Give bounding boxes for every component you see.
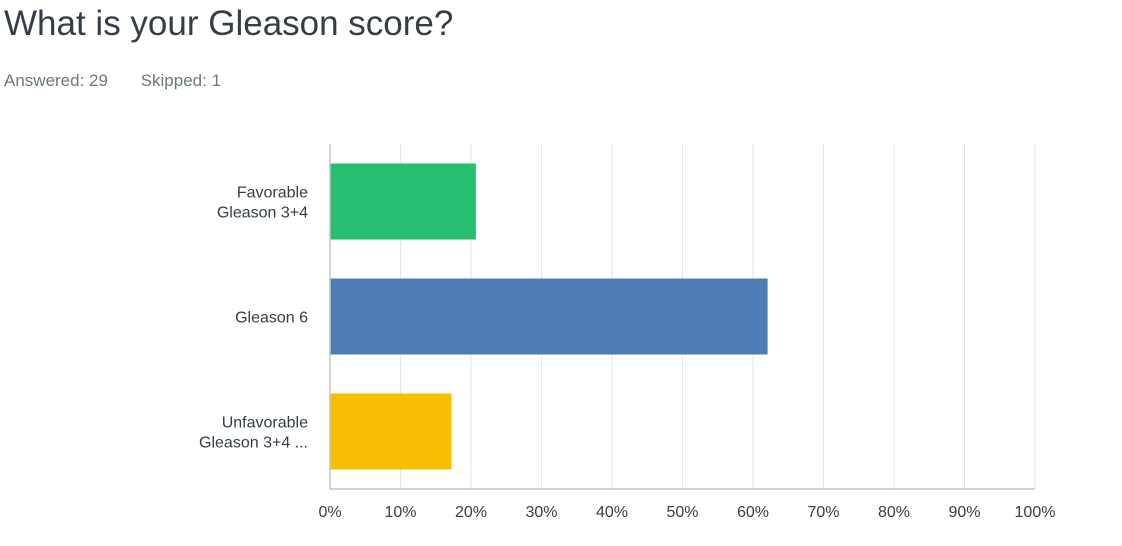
category-label-1: Gleason 6 bbox=[235, 310, 308, 327]
tick-label-70: 70% bbox=[807, 504, 839, 521]
answered-count: Answered: 29 bbox=[4, 71, 108, 90]
category-label-2: Unfavorable Gleason 3+4 ... bbox=[199, 415, 308, 452]
axes bbox=[329, 144, 1035, 490]
tick-label-100: 100% bbox=[1015, 504, 1056, 521]
question-title: What is your Gleason score? bbox=[4, 4, 454, 43]
category-label-0: Favorable Gleason 3+4 bbox=[217, 185, 308, 222]
tick-label-40: 40% bbox=[596, 504, 628, 521]
tick-label-80: 80% bbox=[878, 504, 910, 521]
tick-label-50: 50% bbox=[666, 504, 698, 521]
response-stats: Answered: 29 Skipped: 1 bbox=[4, 71, 221, 91]
bar-0[interactable] bbox=[330, 163, 476, 240]
tick-labels: 0% 10% 20% 30% 40% 50% 60% 70% 80% 90% 100% bbox=[318, 504, 1055, 521]
tick-label-60: 60% bbox=[737, 504, 769, 521]
skipped-count: Skipped: 1 bbox=[140, 71, 222, 90]
bar-1[interactable] bbox=[330, 278, 768, 355]
category-labels: Favorable Gleason 3+4 Gleason 6 Unfavorable… bbox=[199, 185, 308, 452]
tick-label-30: 30% bbox=[525, 504, 557, 521]
bars bbox=[330, 163, 768, 470]
tick-label-20: 20% bbox=[455, 504, 487, 521]
tick-label-10: 10% bbox=[384, 504, 416, 521]
bar-2[interactable] bbox=[330, 393, 452, 470]
tick-label-0: 0% bbox=[318, 504, 341, 521]
tick-label-90: 90% bbox=[948, 504, 980, 521]
